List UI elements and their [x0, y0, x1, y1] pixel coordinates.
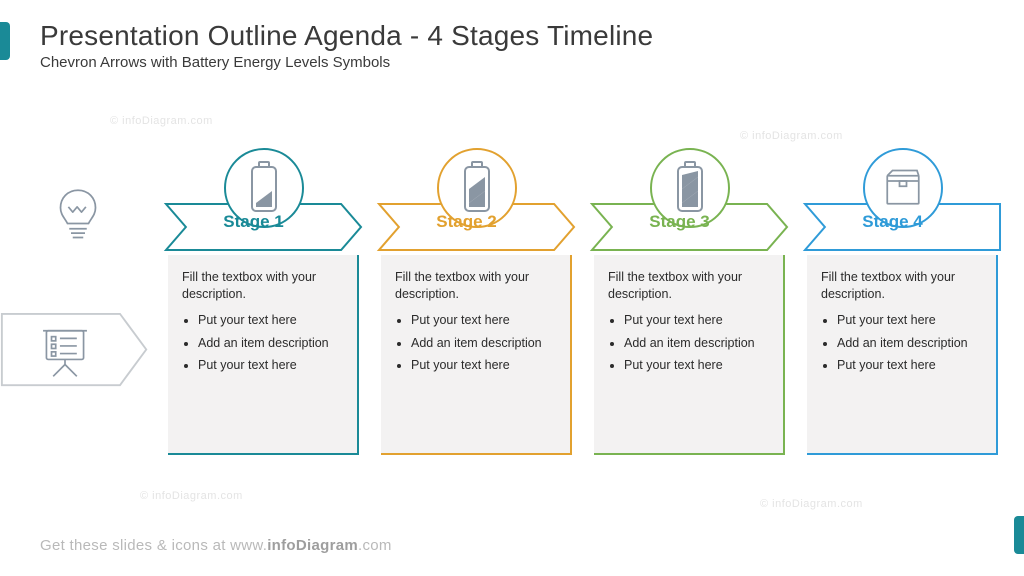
stage-description: Fill the textbox with your description. P…	[381, 255, 572, 455]
stage-bullet: Add an item description	[198, 334, 343, 353]
stage-label: Stage 2	[377, 212, 556, 232]
stage-bullet: Add an item description	[837, 334, 982, 353]
stage-bullet: Put your text here	[624, 356, 769, 375]
accent-tab-left	[0, 22, 10, 60]
stage-2: Stage 2 Fill the textbox with your descri…	[377, 148, 576, 478]
stage-lead-text: Fill the textbox with your description.	[821, 269, 982, 303]
stage-3: Stage 3 Fill the textbox with your descri…	[590, 148, 789, 478]
stage-1: Stage 1 Fill the textbox with your descri…	[164, 148, 363, 478]
stage-bullet: Put your text here	[198, 356, 343, 375]
title-block: Presentation Outline Agenda - 4 Stages T…	[40, 20, 984, 71]
watermark: © infoDiagram.com	[760, 498, 863, 510]
stage-bullet: Put your text here	[624, 311, 769, 330]
lightbulb-icon	[50, 185, 106, 241]
page-subtitle: Chevron Arrows with Battery Energy Level…	[40, 54, 984, 71]
page-title: Presentation Outline Agenda - 4 Stages T…	[40, 20, 984, 52]
stage-4: Stage 4 Fill the textbox with your descri…	[803, 148, 1002, 478]
starter-chevron	[0, 312, 150, 392]
stage-label: Stage 1	[164, 212, 343, 232]
stage-bullet: Put your text here	[837, 311, 982, 330]
stage-lead-text: Fill the textbox with your description.	[182, 269, 343, 303]
stage-description: Fill the textbox with your description. P…	[168, 255, 359, 455]
stage-bullet: Put your text here	[411, 311, 556, 330]
stage-bullets: Put your text here Add an item descriptio…	[608, 311, 769, 375]
stage-bullets: Put your text here Add an item descriptio…	[182, 311, 343, 375]
stage-description: Fill the textbox with your description. P…	[594, 255, 785, 455]
stage-bullets: Put your text here Add an item descriptio…	[395, 311, 556, 375]
stage-label: Stage 3	[590, 212, 769, 232]
stage-bullet: Add an item description	[624, 334, 769, 353]
stage-bullet: Put your text here	[837, 356, 982, 375]
footer-prefix: Get these slides & icons at www.	[40, 537, 267, 554]
accent-tab-right	[1014, 516, 1024, 554]
stage-label: Stage 4	[803, 212, 982, 232]
stage-bullet: Add an item description	[411, 334, 556, 353]
stage-lead-text: Fill the textbox with your description.	[395, 269, 556, 303]
stage-bullet: Put your text here	[411, 356, 556, 375]
left-icon-column	[20, 185, 160, 241]
stage-description: Fill the textbox with your description. P…	[807, 255, 998, 455]
watermark: © infoDiagram.com	[740, 130, 843, 142]
footer-brand: infoDiagram	[267, 537, 358, 554]
stages-row: Stage 1 Fill the textbox with your descri…	[164, 148, 1002, 478]
footer-attribution: Get these slides & icons at www.infoDiag…	[40, 537, 392, 554]
watermark: © infoDiagram.com	[110, 115, 213, 127]
presentation-board-icon	[38, 324, 92, 378]
watermark: © infoDiagram.com	[140, 490, 243, 502]
slide: Presentation Outline Agenda - 4 Stages T…	[0, 0, 1024, 576]
stage-bullet: Put your text here	[198, 311, 343, 330]
footer-suffix: .com	[358, 537, 392, 554]
stage-bullets: Put your text here Add an item descriptio…	[821, 311, 982, 375]
stage-lead-text: Fill the textbox with your description.	[608, 269, 769, 303]
